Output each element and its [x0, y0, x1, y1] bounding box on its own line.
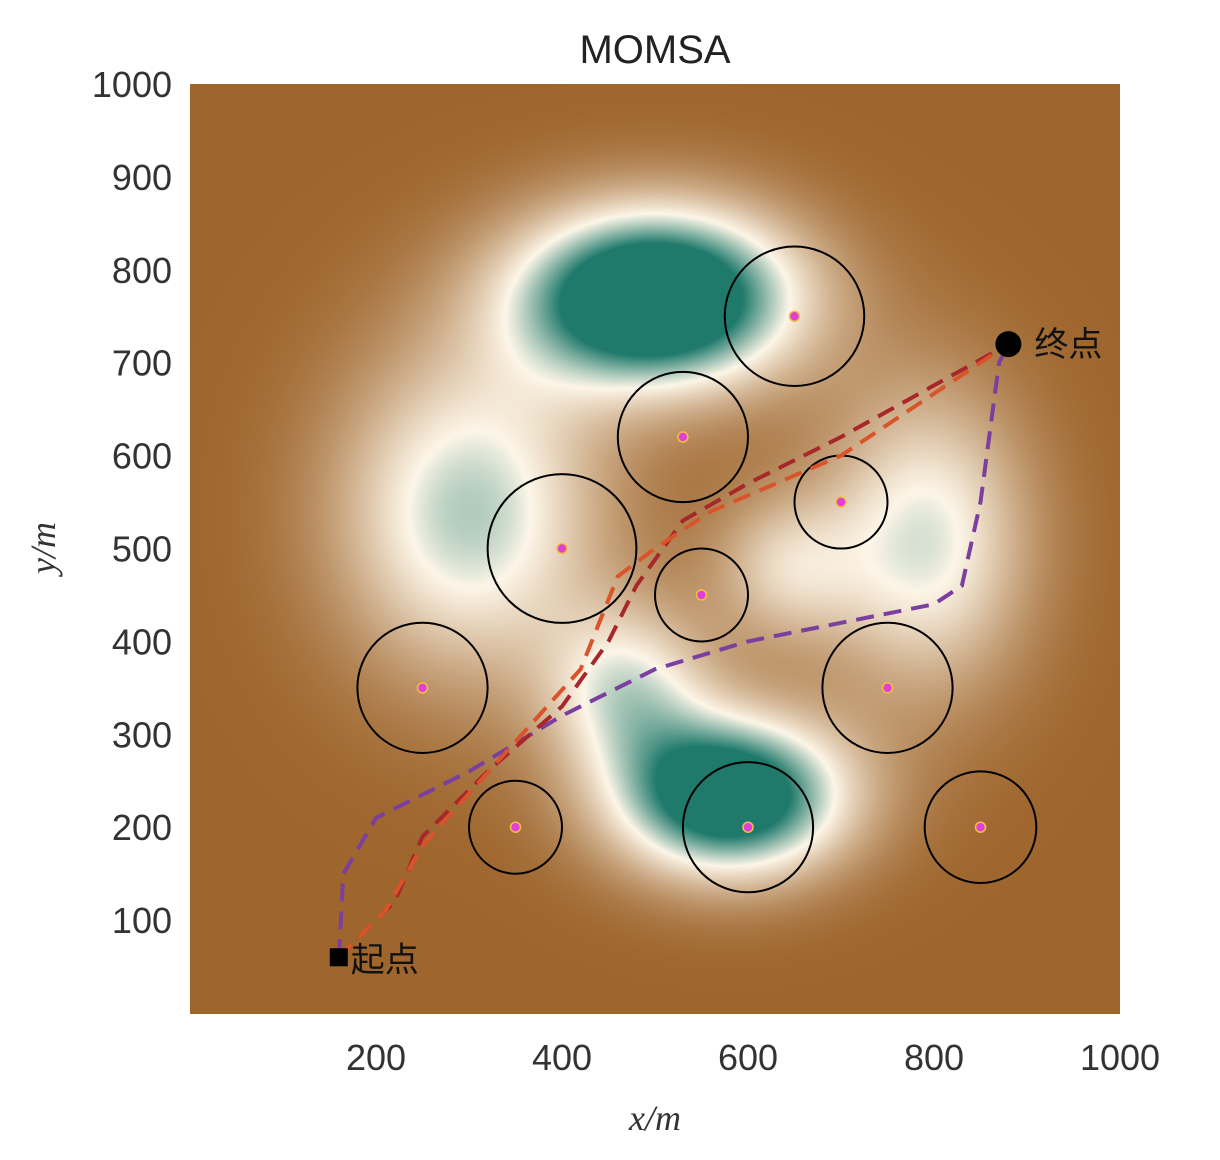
obstacle-center: [742, 821, 754, 833]
obstacle-center: [881, 682, 894, 694]
y-tick-label: 900: [112, 157, 172, 198]
start-marker: [329, 948, 348, 967]
chart-title: MOMSA: [579, 28, 731, 72]
y-tick-label: 700: [112, 343, 172, 384]
obstacle-center: [416, 682, 429, 694]
x-tick-label: 1000: [1080, 1037, 1160, 1078]
path-purple: [336, 343, 1011, 958]
x-tick-label: 400: [532, 1037, 592, 1078]
obstacle-center: [677, 431, 689, 443]
y-tick-label: 500: [112, 529, 172, 570]
obstacle-circle: [654, 547, 749, 643]
obstacle-circle: [616, 370, 750, 504]
obstacle-center: [509, 821, 522, 833]
obstacle-circle: [723, 245, 866, 387]
start-label: 起点: [351, 940, 419, 980]
obstacle-center: [974, 821, 987, 833]
x-axis-label: x/m: [628, 1098, 681, 1138]
obstacle-center: [835, 496, 847, 508]
x-tick-label: 200: [346, 1037, 406, 1078]
obstacle-center: [556, 542, 568, 555]
obstacle-circle: [923, 770, 1038, 885]
end-marker: [995, 331, 1022, 358]
y-tick-label: 300: [112, 714, 172, 755]
obstacle-circle: [468, 779, 563, 875]
x-tick-label: 800: [904, 1037, 964, 1078]
obstacle-center: [788, 310, 801, 322]
obstacle-circle: [821, 621, 954, 754]
obstacle-circle: [681, 761, 815, 894]
terrain-heatmap: [190, 84, 1120, 1014]
y-tick-label: 1000: [92, 64, 172, 105]
obstacle-circle: [356, 621, 489, 754]
y-axis-label: y/m: [23, 522, 63, 577]
x-tick-label: 600: [718, 1037, 778, 1078]
y-tick-label: 600: [112, 436, 172, 477]
y-tick-label: 400: [112, 621, 172, 662]
y-tick-label: 800: [112, 250, 172, 291]
path-orange: [337, 342, 1010, 959]
end-label: 终点: [1034, 325, 1102, 365]
obstacle-circle: [486, 473, 638, 624]
path-darkred: [337, 342, 1010, 959]
y-tick-label: 100: [112, 900, 172, 941]
y-tick-label: 200: [112, 807, 172, 848]
obstacle-center: [695, 589, 708, 601]
